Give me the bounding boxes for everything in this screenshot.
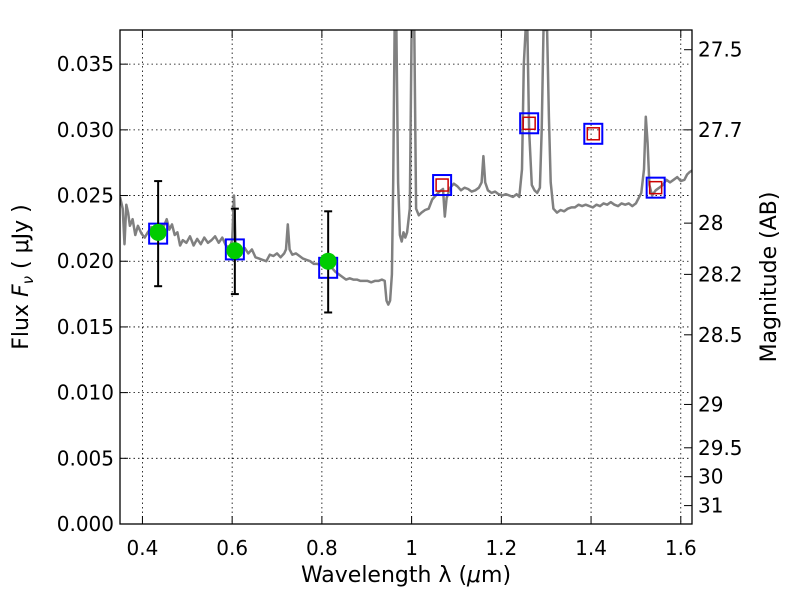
model-photometry-square <box>519 112 540 135</box>
y2-tick-label: 27.5 <box>698 38 743 62</box>
y-tick-label: 0.035 <box>57 52 114 76</box>
model-photometry-square <box>583 122 604 145</box>
model-spectrum-line <box>120 30 692 306</box>
x-tick-label: 1 <box>405 536 418 560</box>
y-tick-label: 0.005 <box>57 446 114 470</box>
photometry-marks <box>148 112 666 314</box>
y-tick-label: 0.020 <box>57 249 114 273</box>
red-square-marker <box>522 116 536 131</box>
y-tick-label: 0.030 <box>57 118 114 142</box>
y2-tick-label: 28.2 <box>698 262 743 286</box>
red-square-marker <box>435 178 449 192</box>
x-tick-label: 0.8 <box>306 536 338 560</box>
model-photometry-square <box>645 176 666 199</box>
y2-tick-label: 29.5 <box>698 436 743 460</box>
observed-point <box>319 252 337 270</box>
x-tick-label: 0.6 <box>216 536 248 560</box>
observed-point <box>226 242 244 260</box>
x-tick-label: 1.2 <box>485 536 517 560</box>
y-tick-label: 0.025 <box>57 184 114 208</box>
y2-tick-label: 27.7 <box>698 118 743 142</box>
x-tick-label: 0.4 <box>127 536 159 560</box>
red-square-marker <box>648 180 663 195</box>
red-square-marker <box>586 127 601 141</box>
y-tick-label: 0.000 <box>57 512 114 536</box>
y-tick-label: 0.015 <box>57 315 114 339</box>
y2-tick-label: 31 <box>698 494 723 518</box>
y-axis-title: Flux Fν ( μJy ) <box>9 204 37 349</box>
x-tick-label: 1.6 <box>665 536 697 560</box>
y2-tick-label: 28 <box>698 211 723 235</box>
y2-tick-label: 30 <box>698 465 723 489</box>
x-tick-label: 1.4 <box>575 536 607 560</box>
axis-ticks: 0.4 0.6 0.8 1 1.2 1.4 1.6 0.000 0.005 0.010 0.015 0… <box>57 30 743 560</box>
plot-frame <box>119 29 693 525</box>
y-tick-label: 0.010 <box>57 381 114 405</box>
y2-axis-title: Magnitude (AB) <box>757 192 782 363</box>
observed-point <box>149 223 167 241</box>
y2-tick-label: 29 <box>698 392 723 416</box>
y2-tick-label: 28.5 <box>698 323 743 347</box>
x-axis-title: Wavelength λ (μm) <box>301 563 511 588</box>
model-photometry-square <box>432 174 453 197</box>
